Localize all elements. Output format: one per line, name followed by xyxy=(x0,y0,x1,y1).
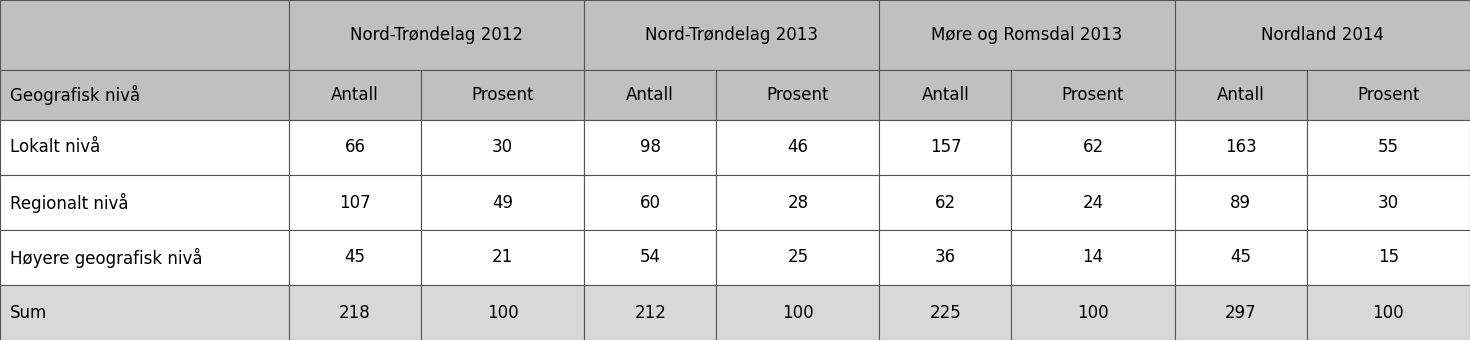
Text: 21: 21 xyxy=(492,249,513,267)
Bar xyxy=(1175,175,1307,230)
Bar xyxy=(0,120,290,175)
Text: 36: 36 xyxy=(935,249,956,267)
Bar xyxy=(879,120,1011,175)
Text: 45: 45 xyxy=(344,249,366,267)
Text: 30: 30 xyxy=(492,138,513,156)
Bar xyxy=(879,0,1175,70)
Text: 100: 100 xyxy=(1078,304,1108,322)
Bar xyxy=(716,175,879,230)
Bar xyxy=(1011,70,1175,120)
Text: 157: 157 xyxy=(929,138,961,156)
Bar xyxy=(0,70,290,120)
Text: Nord-Trøndelag 2013: Nord-Trøndelag 2013 xyxy=(645,26,819,44)
Bar xyxy=(584,230,716,285)
Bar xyxy=(879,175,1011,230)
Text: 15: 15 xyxy=(1377,249,1399,267)
Bar xyxy=(716,285,879,340)
Text: Antall: Antall xyxy=(626,86,675,104)
Text: Regionalt nivå: Regionalt nivå xyxy=(10,192,128,212)
Text: 100: 100 xyxy=(487,304,519,322)
Bar xyxy=(420,120,584,175)
Bar xyxy=(1175,70,1307,120)
Bar xyxy=(584,120,716,175)
Bar xyxy=(1307,70,1470,120)
Bar xyxy=(1175,230,1307,285)
Text: 24: 24 xyxy=(1082,193,1104,211)
Bar xyxy=(879,285,1011,340)
Bar xyxy=(879,230,1011,285)
Text: Prosent: Prosent xyxy=(472,86,534,104)
Bar xyxy=(420,230,584,285)
Text: Antall: Antall xyxy=(1217,86,1264,104)
Bar xyxy=(879,70,1011,120)
Text: Prosent: Prosent xyxy=(1061,86,1125,104)
Bar xyxy=(290,70,420,120)
Bar xyxy=(716,120,879,175)
Text: Antall: Antall xyxy=(922,86,969,104)
Text: 218: 218 xyxy=(340,304,370,322)
Text: 54: 54 xyxy=(639,249,660,267)
Bar xyxy=(0,285,290,340)
Text: 107: 107 xyxy=(340,193,370,211)
Bar xyxy=(0,230,290,285)
Bar xyxy=(1011,285,1175,340)
Text: 25: 25 xyxy=(788,249,809,267)
Text: 225: 225 xyxy=(929,304,961,322)
Text: 62: 62 xyxy=(1082,138,1104,156)
Bar xyxy=(1011,230,1175,285)
Text: 60: 60 xyxy=(639,193,660,211)
Text: 89: 89 xyxy=(1230,193,1251,211)
Bar xyxy=(1175,0,1470,70)
Bar xyxy=(1175,285,1307,340)
Bar xyxy=(290,120,420,175)
Text: 212: 212 xyxy=(634,304,666,322)
Text: 49: 49 xyxy=(492,193,513,211)
Text: Lokalt nivå: Lokalt nivå xyxy=(10,138,100,156)
Bar xyxy=(290,230,420,285)
Text: 14: 14 xyxy=(1082,249,1104,267)
Bar xyxy=(1011,175,1175,230)
Bar xyxy=(290,285,420,340)
Text: Høyere geografisk nivå: Høyere geografisk nivå xyxy=(10,248,203,268)
Text: Geografisk nivå: Geografisk nivå xyxy=(10,85,140,105)
Bar xyxy=(0,0,290,70)
Text: 28: 28 xyxy=(788,193,809,211)
Bar xyxy=(584,70,716,120)
Bar xyxy=(584,175,716,230)
Bar xyxy=(716,230,879,285)
Text: 55: 55 xyxy=(1377,138,1399,156)
Bar xyxy=(1307,285,1470,340)
Text: 100: 100 xyxy=(1373,304,1404,322)
Text: 163: 163 xyxy=(1225,138,1257,156)
Text: Sum: Sum xyxy=(10,304,47,322)
Text: 297: 297 xyxy=(1225,304,1257,322)
Bar xyxy=(716,70,879,120)
Bar xyxy=(1307,175,1470,230)
Text: 45: 45 xyxy=(1230,249,1251,267)
Text: 66: 66 xyxy=(344,138,366,156)
Text: Nordland 2014: Nordland 2014 xyxy=(1261,26,1383,44)
Text: 46: 46 xyxy=(788,138,809,156)
Bar xyxy=(1011,120,1175,175)
Text: 30: 30 xyxy=(1377,193,1399,211)
Text: Nord-Trøndelag 2012: Nord-Trøndelag 2012 xyxy=(350,26,523,44)
Text: 62: 62 xyxy=(935,193,956,211)
Bar xyxy=(1307,120,1470,175)
Bar xyxy=(584,0,879,70)
Bar xyxy=(584,285,716,340)
Bar xyxy=(420,70,584,120)
Bar xyxy=(1175,120,1307,175)
Text: Antall: Antall xyxy=(331,86,379,104)
Bar xyxy=(290,0,584,70)
Text: 100: 100 xyxy=(782,304,813,322)
Text: Prosent: Prosent xyxy=(1357,86,1420,104)
Text: Møre og Romsdal 2013: Møre og Romsdal 2013 xyxy=(932,26,1123,44)
Bar xyxy=(420,175,584,230)
Text: Prosent: Prosent xyxy=(766,86,829,104)
Text: 98: 98 xyxy=(639,138,660,156)
Bar xyxy=(0,175,290,230)
Bar xyxy=(1307,230,1470,285)
Bar xyxy=(420,285,584,340)
Bar xyxy=(290,175,420,230)
